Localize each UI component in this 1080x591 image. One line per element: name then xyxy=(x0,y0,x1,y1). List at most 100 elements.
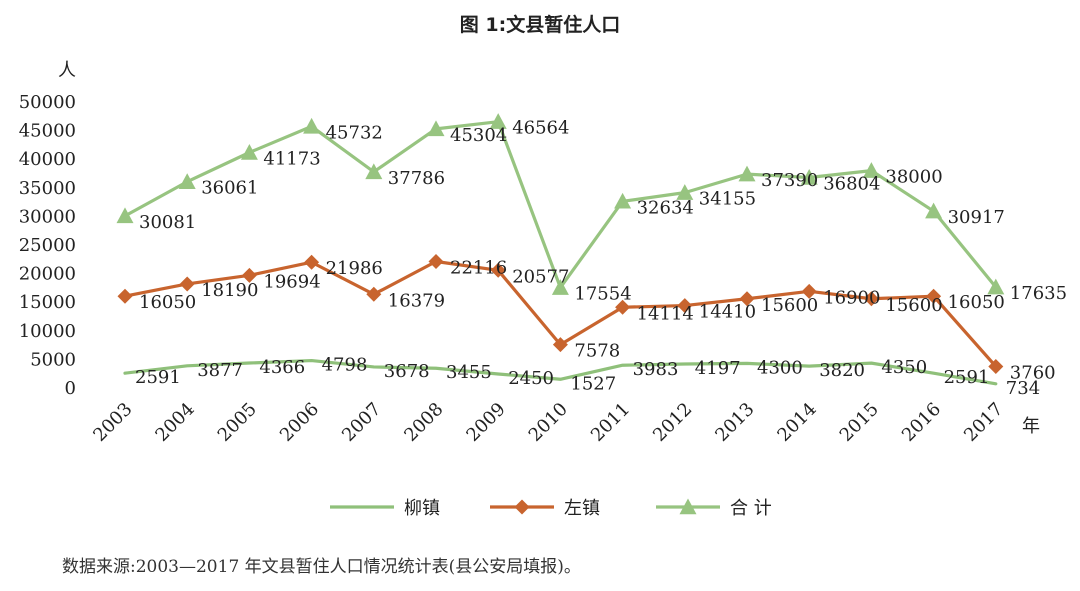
y-tick-label: 5000 xyxy=(30,349,76,370)
data-label: 3877 xyxy=(197,360,243,381)
y-tick-label: 25000 xyxy=(19,235,76,256)
data-label: 4350 xyxy=(881,357,927,378)
source-note: 数据来源:2003—2017 年文县暂住人口情况统计表(县公安局填报)。 xyxy=(62,557,581,577)
data-labels: 2591 3877 4366 4798 3678 3455 2450 1527 3983 4197… xyxy=(135,118,1067,399)
x-tick-label: 2008 xyxy=(400,399,447,446)
data-label: 7578 xyxy=(574,341,620,362)
series-point-1 xyxy=(490,262,506,278)
x-tick-label: 2009 xyxy=(462,399,509,446)
x-tick-label: 2013 xyxy=(711,399,758,446)
y-tick-label: 30000 xyxy=(19,206,76,227)
x-axis: 2003 2004 2005 2006 2007 2008 2009 2010 2011 2012… xyxy=(89,399,1007,446)
y-axis: 0 5000 10000 15000 20000 25000 30000 35000 40000… xyxy=(19,92,76,399)
data-label: 20577 xyxy=(512,266,569,287)
data-label: 16050 xyxy=(948,292,1005,313)
data-label: 17554 xyxy=(574,284,631,305)
x-tick-label: 2014 xyxy=(773,399,820,446)
series-point-2 xyxy=(178,173,196,189)
x-tick-label: 2017 xyxy=(960,399,1007,446)
series-point-1 xyxy=(988,358,1004,374)
series-point-1 xyxy=(366,286,382,302)
series-point-2 xyxy=(862,162,880,178)
x-tick-label: 2005 xyxy=(214,399,261,446)
series-point-1 xyxy=(179,276,195,292)
data-label: 4798 xyxy=(322,355,368,376)
legend-marker xyxy=(679,498,697,515)
series-point-1 xyxy=(801,283,817,299)
x-tick-label: 2012 xyxy=(649,399,696,446)
series-point-2 xyxy=(738,165,756,182)
data-label: 14114 xyxy=(637,303,694,324)
y-tick-label: 0 xyxy=(65,378,76,399)
series-point-2 xyxy=(676,184,694,200)
data-label: 17635 xyxy=(1010,283,1067,304)
data-label: 4197 xyxy=(695,358,741,379)
data-label: 15600 xyxy=(761,295,818,316)
series-point-1 xyxy=(552,337,568,353)
data-label: 4300 xyxy=(757,357,803,378)
x-tick-label: 2015 xyxy=(836,399,883,446)
data-label: 37390 xyxy=(761,170,818,191)
data-label: 36804 xyxy=(823,173,880,194)
data-label: 1527 xyxy=(570,373,616,394)
x-tick-label: 2016 xyxy=(898,399,945,446)
legend-marker xyxy=(514,499,530,515)
data-label: 16900 xyxy=(823,287,880,308)
x-tick-label: 2003 xyxy=(89,399,136,446)
x-tick-label: 2004 xyxy=(151,399,198,446)
data-label: 3678 xyxy=(384,361,430,382)
series-point-2 xyxy=(925,202,943,219)
series-point-1 xyxy=(739,291,755,307)
series-point-2 xyxy=(427,120,445,137)
series-point-2 xyxy=(116,207,134,224)
series-line-2 xyxy=(123,120,998,290)
legend-label: 左镇 xyxy=(564,498,600,519)
plot-area xyxy=(116,113,1005,386)
data-label: 37786 xyxy=(388,168,445,189)
data-label: 45304 xyxy=(450,125,507,146)
data-label: 32634 xyxy=(637,197,694,218)
data-label: 30917 xyxy=(948,207,1005,228)
data-label: 3983 xyxy=(633,359,679,380)
data-label: 18190 xyxy=(201,280,258,301)
y-tick-label: 50000 xyxy=(19,92,76,113)
data-label: 14410 xyxy=(699,302,756,323)
y-tick-label: 20000 xyxy=(19,264,76,285)
data-label: 46564 xyxy=(512,118,569,139)
series-point-2 xyxy=(614,192,632,209)
series-point-1 xyxy=(304,254,320,270)
data-label: 2591 xyxy=(135,367,181,388)
series-point-1 xyxy=(428,253,444,269)
data-label: 3455 xyxy=(446,362,492,383)
y-tick-label: 10000 xyxy=(19,321,76,342)
y-tick-label: 40000 xyxy=(19,149,76,170)
data-label: 21986 xyxy=(326,258,383,279)
x-tick-label: 2011 xyxy=(587,399,634,446)
series-point-2 xyxy=(489,113,507,129)
data-label: 41173 xyxy=(263,148,320,169)
data-label: 16379 xyxy=(388,290,445,311)
legend-label: 合 计 xyxy=(730,498,772,519)
series-point-1 xyxy=(926,288,942,304)
y-tick-label: 35000 xyxy=(19,178,76,199)
data-label: 734 xyxy=(1006,378,1040,399)
x-axis-unit: 年 xyxy=(1022,416,1040,437)
series-point-2 xyxy=(240,143,258,160)
data-label: 22116 xyxy=(450,257,507,278)
x-tick-label: 2010 xyxy=(525,399,572,446)
y-tick-label: 45000 xyxy=(19,121,76,142)
data-label: 36061 xyxy=(201,178,258,199)
data-label: 2591 xyxy=(944,367,990,388)
series-point-1 xyxy=(241,267,257,283)
series-point-1 xyxy=(615,299,631,315)
legend-label: 柳镇 xyxy=(404,498,440,519)
series-point-2 xyxy=(987,278,1005,295)
y-tick-label: 15000 xyxy=(19,292,76,313)
series-point-2 xyxy=(365,163,383,180)
series-point-1 xyxy=(677,298,693,314)
data-label: 38000 xyxy=(885,167,942,188)
data-label: 30081 xyxy=(139,212,196,233)
data-label: 19694 xyxy=(263,271,320,292)
data-label: 15600 xyxy=(885,295,942,316)
data-label: 3760 xyxy=(1010,362,1056,383)
